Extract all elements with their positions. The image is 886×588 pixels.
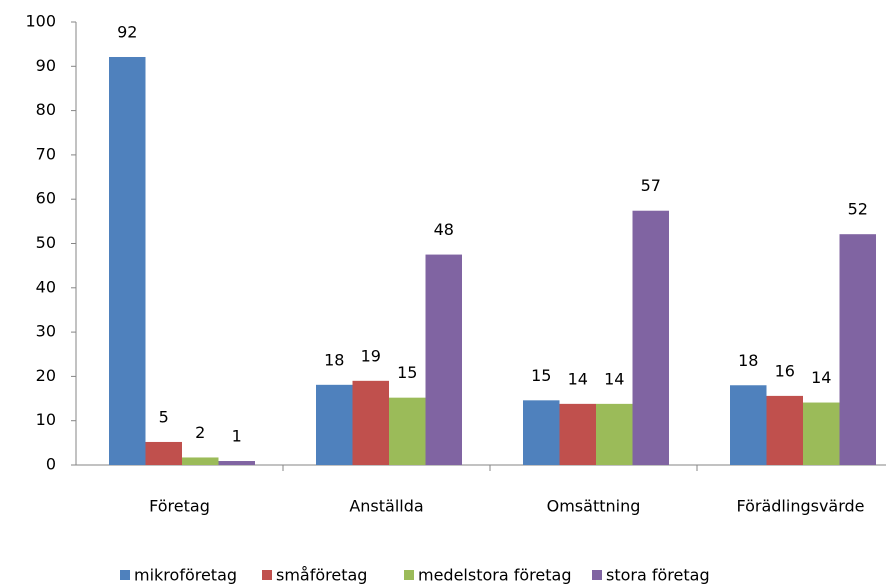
x-tick-label: Anställda [349,497,423,516]
value-label: 1 [232,427,242,446]
value-label: 15 [397,363,417,382]
y-tick-label: 60 [36,189,56,208]
bar [182,457,219,465]
legend-label: mikroföretag [134,566,237,585]
x-tick-label: Omsättning [547,497,641,516]
value-label: 92 [117,22,137,41]
x-tick-label: Företag [149,497,210,516]
value-label: 14 [568,369,588,388]
legend-swatch [592,570,602,580]
y-tick-label: 10 [36,410,56,429]
legend-swatch [262,570,272,580]
y-tick-label: 0 [46,455,56,474]
y-tick-label: 100 [25,12,56,31]
bar [632,210,669,465]
value-label: 48 [434,220,454,239]
bar [766,395,803,465]
legend-label: medelstora företag [418,566,571,585]
bar [839,234,876,465]
x-tick-label: Förädlingsvärde [736,497,864,516]
value-label: 5 [159,407,169,426]
y-tick-label: 20 [36,366,56,385]
bar [316,384,353,465]
value-label: 14 [604,369,624,388]
value-label: 15 [531,366,551,385]
bar [523,400,560,465]
y-tick-label: 80 [36,100,56,119]
bar [389,397,426,465]
value-label: 14 [811,368,831,387]
y-tick-label: 40 [36,277,56,296]
bar [803,402,840,465]
value-label: 2 [195,423,205,442]
bar [559,403,596,465]
bar [352,380,389,465]
y-tick-label: 50 [36,233,56,252]
value-label: 18 [324,350,344,369]
bar [145,441,182,465]
bar [730,385,767,465]
bar [425,254,462,465]
value-label: 18 [738,351,758,370]
legend-label: småföretag [276,566,367,585]
y-tick-label: 90 [36,56,56,75]
y-tick-label: 30 [36,322,56,341]
value-label: 16 [775,361,795,380]
bar [109,56,146,465]
value-label: 52 [848,200,868,219]
bar [596,403,633,465]
y-tick-label: 70 [36,144,56,163]
value-label: 57 [641,176,661,195]
bar [218,461,255,465]
value-label: 19 [361,346,381,365]
legend-swatch [120,570,130,580]
legend-label: stora företag [606,566,710,585]
legend-swatch [404,570,414,580]
